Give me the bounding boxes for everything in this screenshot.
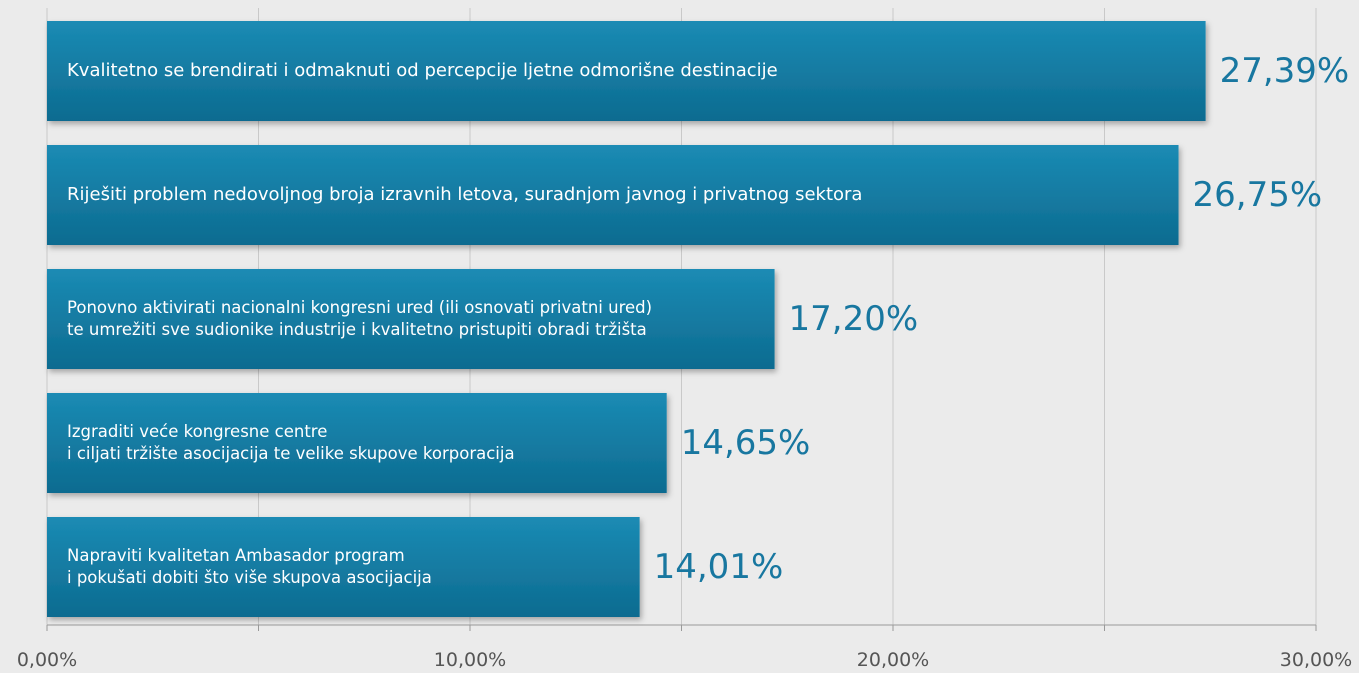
category-label: Kvalitetno se brendirati i odmaknuti od … xyxy=(67,59,778,81)
x-tick-label: 0,00% xyxy=(16,649,78,671)
x-tick-label: 20,00% xyxy=(856,649,930,671)
value-label: 17,20% xyxy=(788,299,919,339)
value-label: 14,01% xyxy=(653,547,784,587)
bar xyxy=(47,21,1206,121)
bar xyxy=(47,393,667,493)
category-label: Riješiti problem nedovoljnog broja izrav… xyxy=(67,183,863,205)
category-label: Ponovno aktivirati nacionalni kongresni … xyxy=(67,297,653,339)
x-tick-label: 10,00% xyxy=(433,649,507,671)
category-label: Napraviti kvalitetan Ambasador program i… xyxy=(67,545,432,587)
bar xyxy=(47,269,775,369)
x-tick-label: 30,00% xyxy=(1279,649,1353,671)
bar xyxy=(47,145,1179,245)
category-label: Izgraditi veće kongresne centre i ciljat… xyxy=(67,421,515,463)
bar xyxy=(47,517,640,617)
value-label: 27,39% xyxy=(1219,51,1350,91)
value-label: 14,65% xyxy=(680,423,811,463)
value-label: 26,75% xyxy=(1192,175,1323,215)
